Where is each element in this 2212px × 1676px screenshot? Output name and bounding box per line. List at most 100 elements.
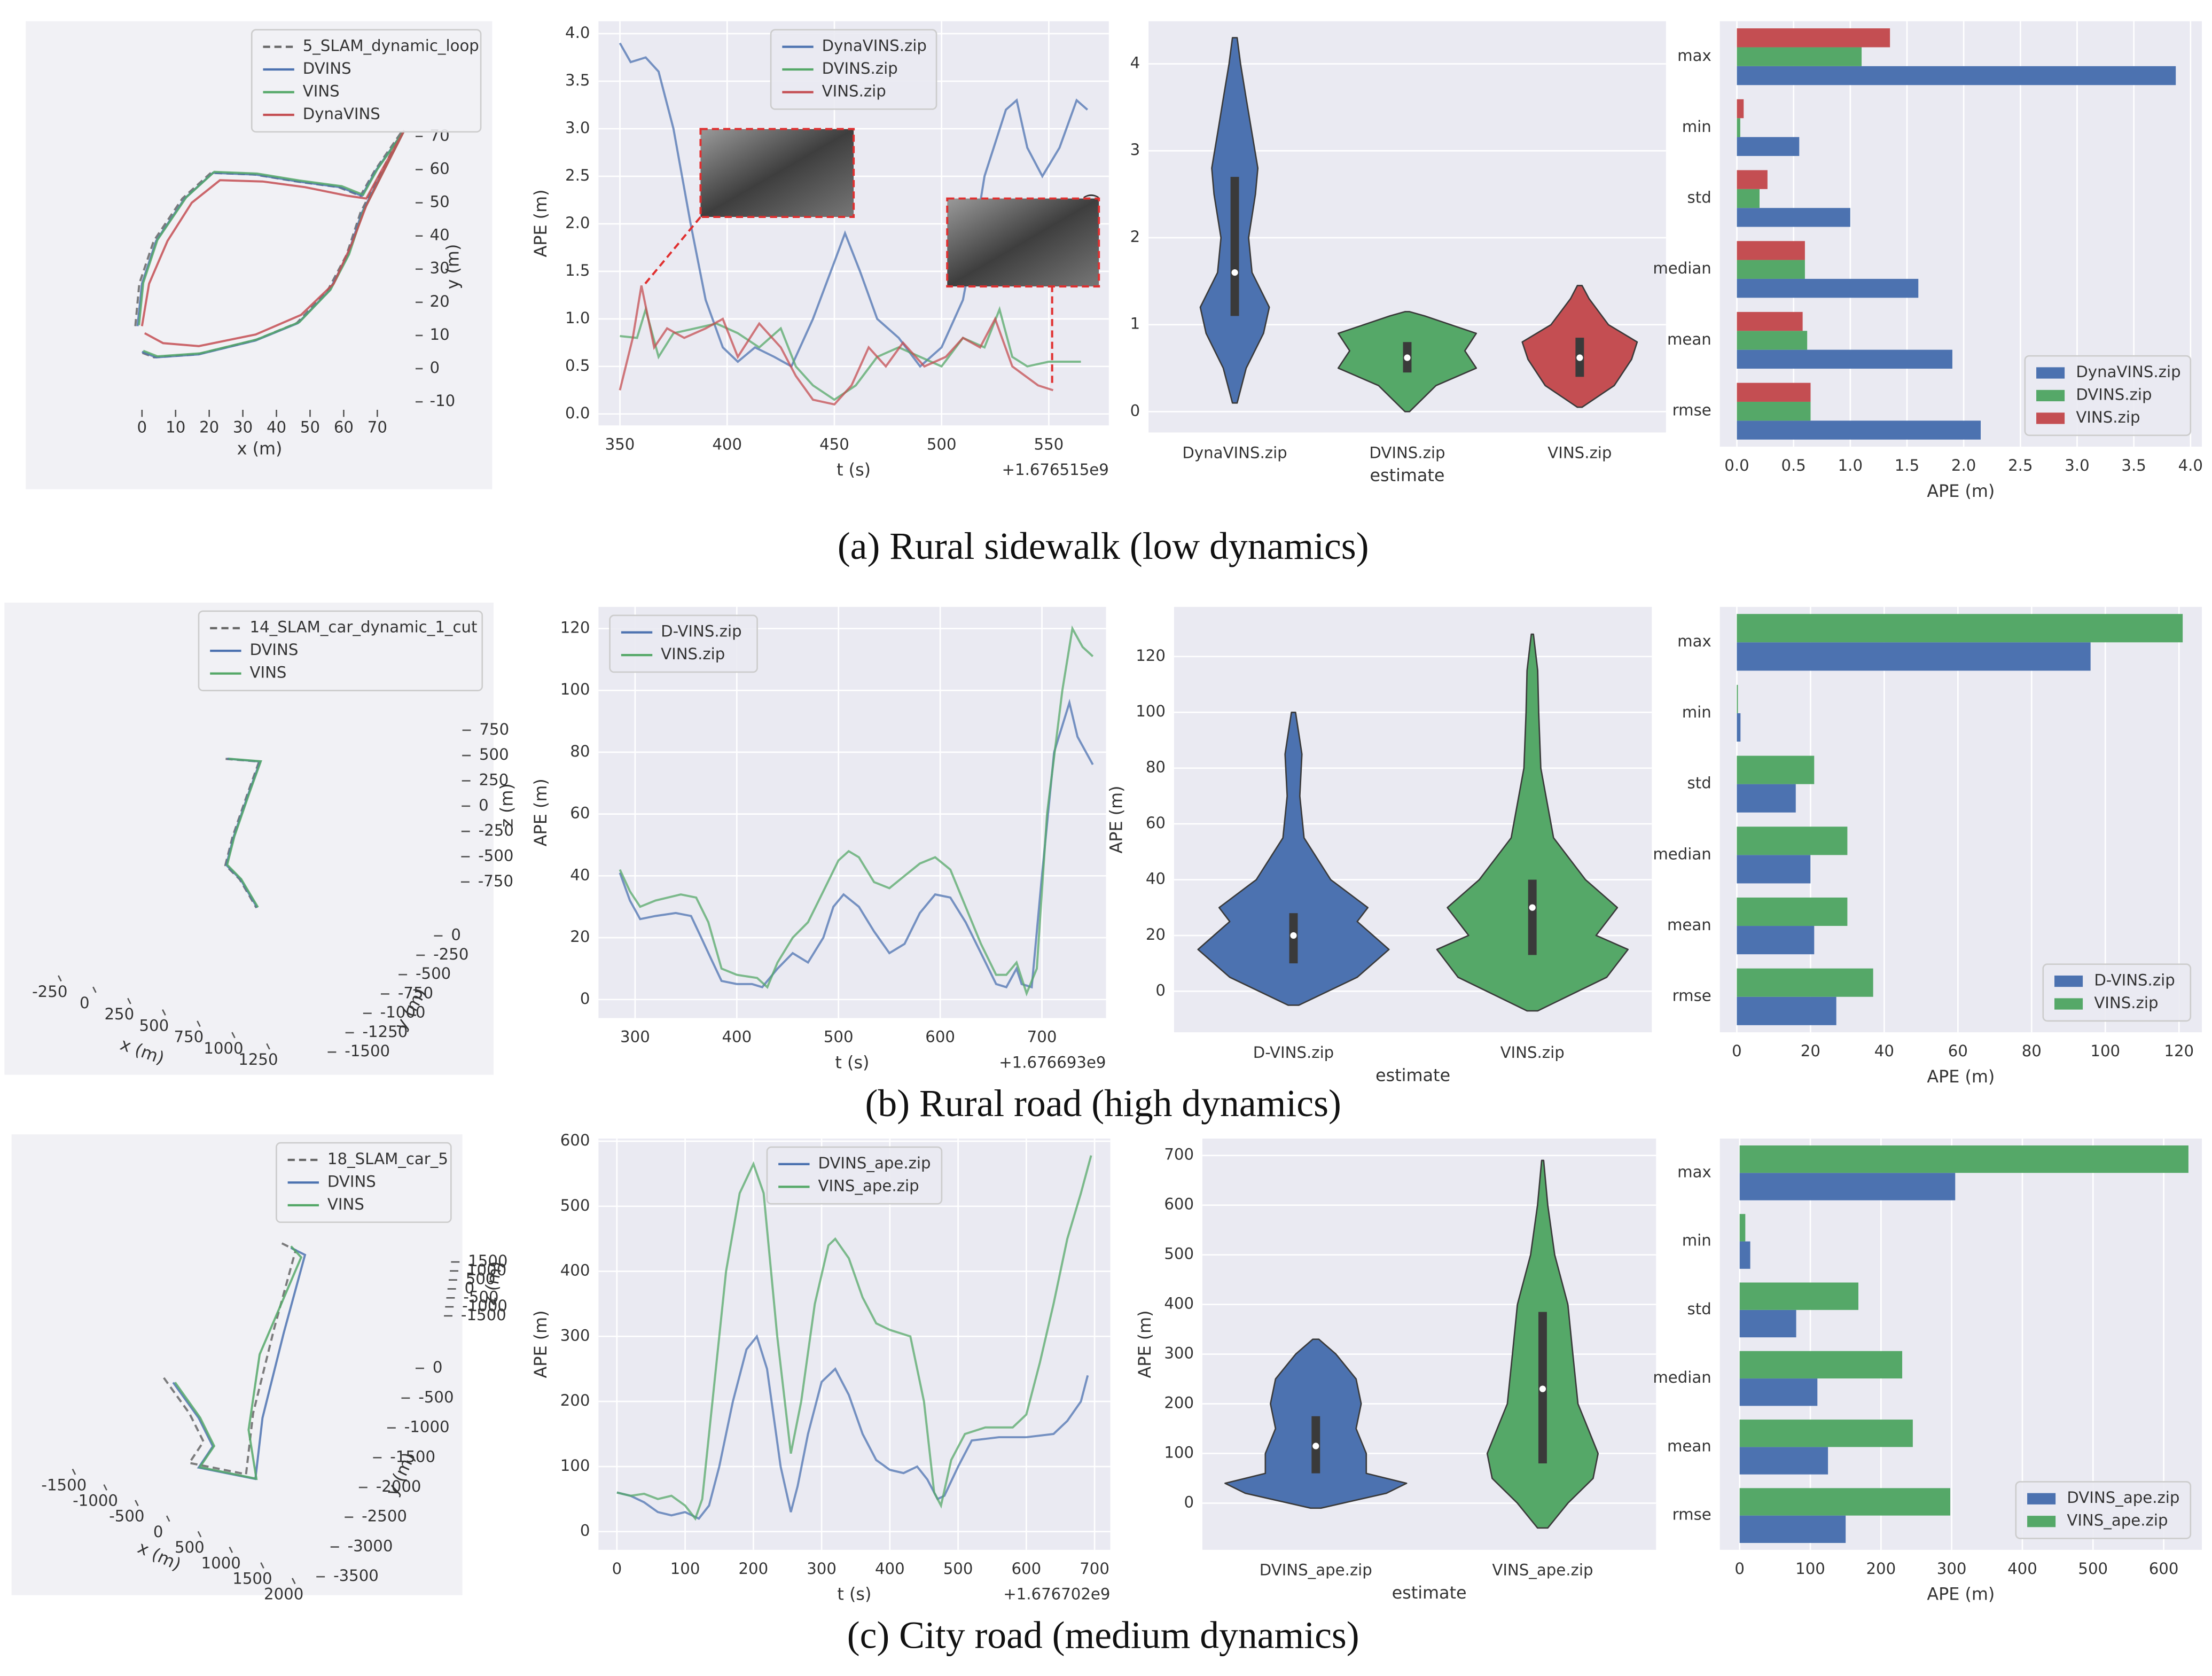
series-line	[619, 42, 1089, 368]
legend-box	[766, 1146, 943, 1205]
y-axis-label: APE (m)	[530, 778, 551, 846]
legend-label: 18_SLAM_car_5	[327, 1150, 448, 1168]
x-tick-label: 1500	[232, 1570, 272, 1588]
x-tick-label: 400	[722, 1028, 752, 1046]
bar	[1737, 755, 1815, 784]
z-axis-label: z (m)	[497, 783, 517, 828]
y-axis-label: APE (m)	[1135, 1310, 1155, 1378]
bar	[1737, 420, 1981, 440]
y-tick-label: mean	[1667, 916, 1711, 934]
x-tick-label: 1000	[201, 1554, 241, 1572]
plot-background	[598, 606, 1106, 1018]
legend-box	[770, 29, 937, 110]
plot-background	[1719, 606, 2202, 1033]
bar	[1737, 684, 1738, 713]
x-tick-label: 2.0	[1951, 456, 1976, 474]
tick-mark	[135, 1500, 139, 1507]
x-tick-label: 70	[368, 418, 387, 436]
y-tick-label: 0	[451, 926, 461, 944]
legend-label: VINS.zip	[661, 645, 725, 663]
bar	[1739, 1145, 2188, 1173]
violin-median	[1404, 354, 1411, 361]
x-tick-label: 1250	[238, 1050, 278, 1069]
violin-box	[1230, 177, 1239, 316]
legend-label: DynaVINS	[303, 105, 380, 123]
x-tick-label: 3.5	[2121, 456, 2146, 474]
series-line	[619, 625, 1094, 997]
bar	[1737, 331, 1808, 350]
y-tick-label: 400	[1164, 1295, 1194, 1313]
y-tick-label: 80	[570, 742, 590, 760]
z-tick-label: 750	[479, 720, 509, 738]
x-tick-label: 1.0	[1838, 456, 1863, 474]
tick-mark	[260, 1562, 264, 1569]
series-line	[616, 1155, 1092, 1521]
tick-mark	[127, 997, 131, 1004]
caption: (a) Rural sidewalk (low dynamics)	[838, 525, 1369, 567]
y-tick-label: mean	[1667, 330, 1711, 348]
violin-median	[1576, 354, 1583, 361]
y-tick-label: min	[1682, 703, 1711, 721]
x-tick-label: 400	[2007, 1560, 2037, 1578]
x-tick-label: 0	[612, 1560, 622, 1578]
y-tick-label: 700	[1164, 1145, 1194, 1164]
plot-background	[598, 1139, 1111, 1550]
violin-median	[1529, 904, 1536, 911]
x-tick-label: 500	[139, 1016, 169, 1034]
x-tick-label: 250	[104, 1005, 134, 1023]
y-tick-label: 50	[430, 193, 450, 211]
bar	[1737, 401, 1811, 421]
x-tick-label: 500	[175, 1538, 205, 1556]
y-tick-label: min	[1682, 1231, 1711, 1250]
x-axis-label: estimate	[1375, 1065, 1450, 1085]
x-axis-label: t (s)	[837, 1584, 871, 1604]
x-tick-label: 20	[1801, 1042, 1820, 1060]
y-tick-label: 0.0	[565, 404, 590, 422]
bar	[1737, 208, 1850, 227]
y-tick-label: 200	[560, 1391, 590, 1409]
legend-label: D-VINS.zip	[2094, 971, 2175, 989]
z-tick-label: 500	[466, 1270, 496, 1288]
legend-label: VINS	[327, 1195, 364, 1213]
x-tick-label: 80	[2022, 1042, 2042, 1060]
z-tick-label: -1500	[461, 1306, 506, 1324]
inset-image	[699, 128, 855, 219]
y-tick-label: min	[1682, 118, 1711, 136]
y-tick-label: 20	[430, 292, 450, 310]
x-tick-label: 600	[925, 1028, 955, 1046]
x-axis-label: estimate	[1392, 1583, 1467, 1603]
x-tick-label: 400	[712, 435, 742, 453]
bar	[1737, 311, 1803, 331]
y-tick-label: 40	[430, 226, 450, 244]
bar	[1737, 897, 1848, 926]
bar	[1739, 1488, 1951, 1516]
y-tick-label: 300	[1164, 1344, 1194, 1362]
bar	[1737, 614, 2183, 643]
y-tick-label: 500	[1164, 1245, 1194, 1263]
x-tick-label: 1.5	[1895, 456, 1919, 474]
x-tick-label: 40	[267, 418, 286, 436]
legend-swatch	[2036, 389, 2065, 402]
bar	[1737, 137, 1800, 156]
legend-label: DynaVINS.zip	[822, 37, 927, 55]
x-axis-label: APE (m)	[1927, 1584, 1995, 1604]
y-tick-label: 20	[570, 927, 590, 946]
x-tick-label: VINS.zip	[1500, 1043, 1565, 1062]
x-tick-label: 300	[620, 1028, 650, 1046]
x-tick-label: 0.5	[1781, 456, 1805, 474]
x-tick-label: -1500	[41, 1476, 87, 1494]
tick-mark	[229, 1546, 233, 1553]
legend-label: DVINS.zip	[2076, 385, 2152, 403]
y-tick-label: 4.0	[565, 24, 590, 42]
bar	[1737, 28, 1890, 48]
legend-label: D-VINS.zip	[661, 622, 741, 641]
y-tick-label: 2.0	[565, 214, 590, 232]
y-tick-label: 100	[1164, 1443, 1194, 1461]
violin-box	[1528, 879, 1537, 955]
bar	[1737, 47, 1862, 66]
y-tick-label: 3.0	[565, 119, 590, 137]
y-tick-label: 60	[570, 804, 590, 822]
y-tick-label: 400	[560, 1261, 590, 1280]
z-tick-label: -500	[463, 1288, 498, 1306]
y-tick-label: 0	[580, 989, 590, 1008]
